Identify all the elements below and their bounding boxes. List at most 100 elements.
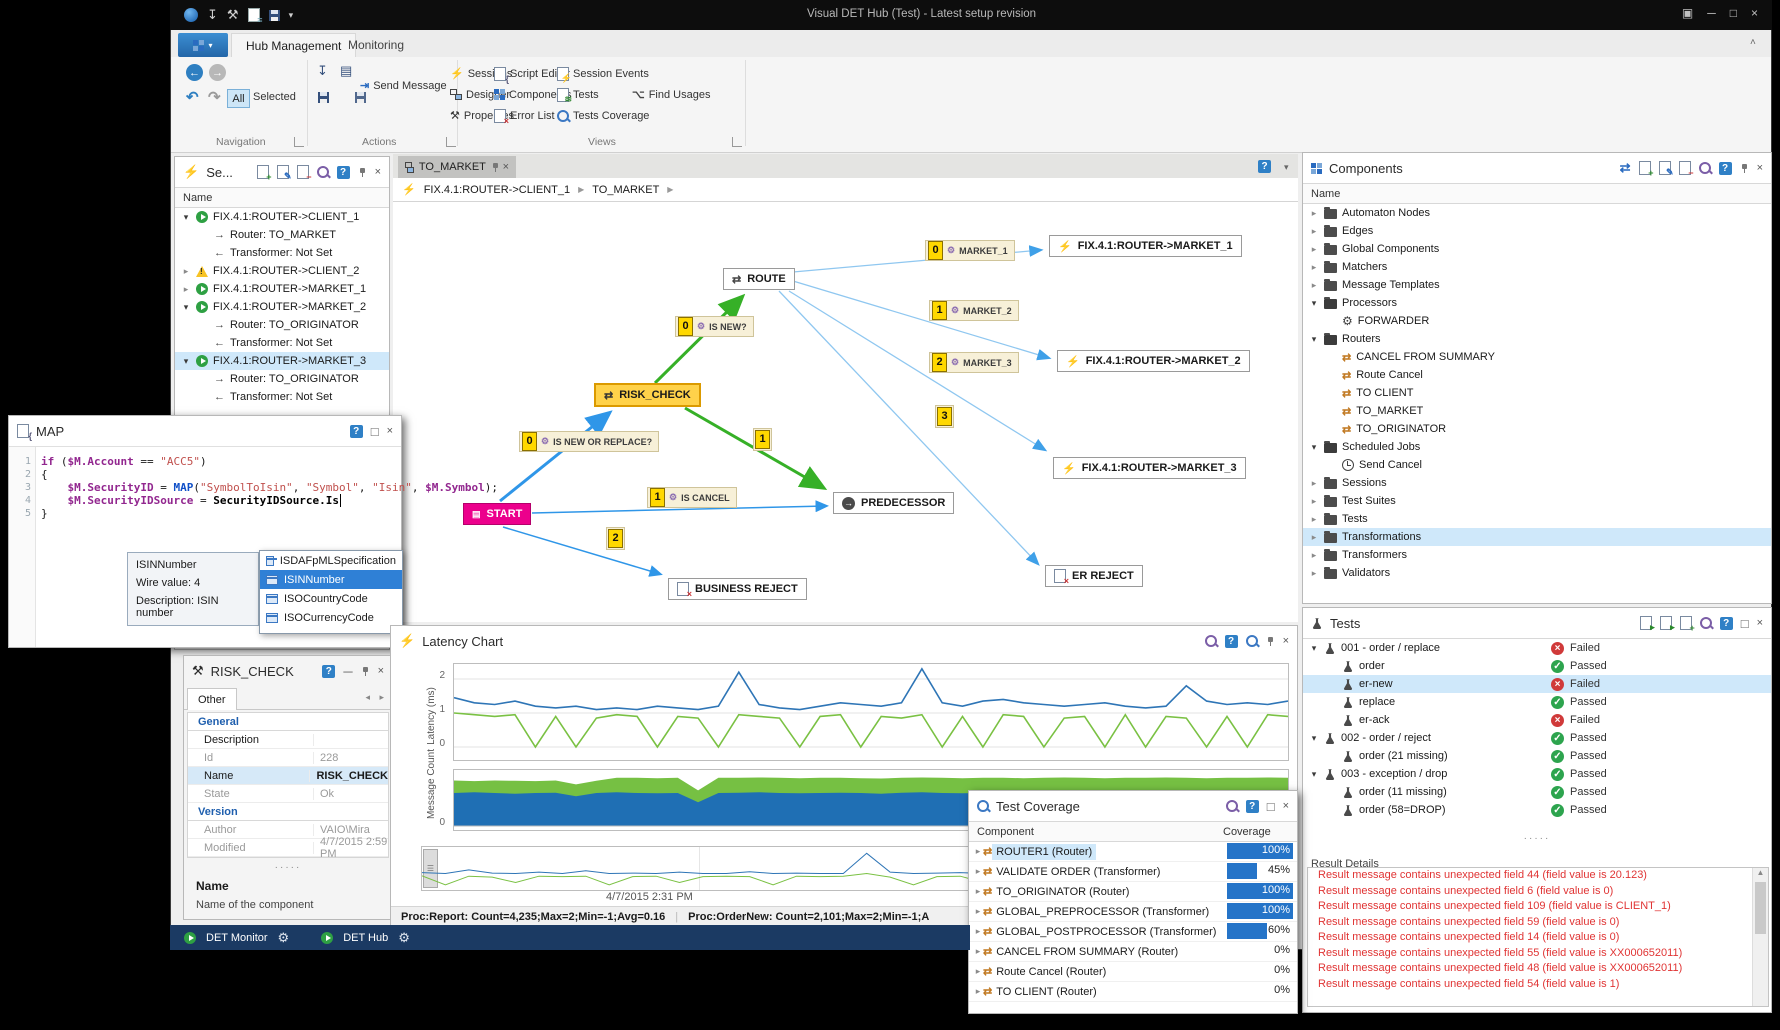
coverage-row[interactable]: ▸ ⇄ Route Cancel (Router) 0% (969, 962, 1297, 982)
expander-icon[interactable]: ▸ (1311, 261, 1317, 272)
view-script-editor[interactable]: {Script Editor (494, 66, 570, 84)
code-line[interactable]: 3 $M.SecurityID = MAP("SymbolToIsin", "S… (9, 481, 498, 494)
property-category[interactable]: Version (188, 803, 388, 821)
help-icon[interactable]: ? (1224, 634, 1238, 648)
close-icon[interactable]: × (374, 166, 381, 178)
designer-canvas[interactable]: 0 ⚙ IS NEW OR REPLACE? 0 ⚙ IS NEW? 1 ⚙ IS CANC… (393, 202, 1298, 622)
node-router-market2[interactable]: ⚡ FIX.4.1:ROUTER->MARKET_2 (1057, 350, 1250, 372)
component-tree-row[interactable]: ▸ Transformers (1303, 546, 1771, 564)
panel-toggle-icon[interactable]: ▣ (1681, 6, 1694, 20)
code-editor[interactable]: 1 if ($M.Account == "ACC5") 2{3 $M.Securit… (9, 446, 498, 647)
expander-icon[interactable]: ▾ (1311, 441, 1317, 452)
component-tree-row[interactable]: ⚙ FORWARDER (1303, 312, 1771, 330)
scroll-thumb[interactable] (1755, 882, 1766, 934)
coverage-row[interactable]: ▸ ⇄ GLOBAL_PREPROCESSOR (Transformer) 100% (969, 902, 1297, 922)
range-slider-handle[interactable]: ☰ (423, 849, 438, 888)
property-row[interactable]: Name RISK_CHECK (188, 767, 388, 785)
app-logo-icon[interactable] (184, 8, 198, 22)
view-tests[interactable]: ≋ Tests (557, 87, 599, 104)
minimize-icon[interactable]: ─ (1707, 6, 1716, 20)
result-message[interactable]: Result message contains unexpected field… (1318, 931, 1620, 943)
qat-dropdown-icon[interactable]: ▾ (288, 9, 294, 20)
tab-monitoring[interactable]: Monitoring (348, 38, 405, 52)
component-tree-row[interactable]: ▸ Matchers (1303, 258, 1771, 276)
nav-dialog-launcher[interactable] (294, 137, 304, 147)
view-session-events[interactable]: ⚡ Session Events (557, 66, 649, 83)
components-column-header[interactable]: Name (1303, 183, 1771, 204)
test-tree-row[interactable]: er-ack × Failed (1303, 711, 1771, 729)
edge-label-is-new[interactable]: 0 ⚙ IS NEW? (675, 316, 754, 337)
result-message[interactable]: Result message contains unexpected field… (1318, 915, 1620, 928)
property-value[interactable]: 4/7/2015 2:59 PM (320, 835, 388, 860)
edge-label-market2[interactable]: 1 ⚙ MARKET_2 (929, 300, 1019, 321)
expander-icon[interactable]: ▾ (183, 211, 189, 222)
breadcrumb-session[interactable]: FIX.4.1:ROUTER->CLIENT_1 (423, 183, 571, 196)
scrollbar[interactable]: ▲ (1752, 868, 1768, 1006)
tab-to-market[interactable]: TO_MARKET × (398, 156, 516, 178)
expander-icon[interactable]: ▸ (1311, 549, 1317, 560)
property-value[interactable]: 228 (320, 751, 339, 764)
property-row[interactable]: State Ok (188, 785, 388, 803)
add-session-icon[interactable]: + (256, 165, 272, 182)
help-icon[interactable]: ? (322, 664, 336, 678)
help-icon[interactable]: ? (349, 424, 363, 438)
import-icon[interactable]: ↧ (207, 7, 218, 22)
expander-icon[interactable]: ▸ (1311, 279, 1317, 290)
session-tree-row[interactable]: ← Transformer: Not Set (175, 334, 389, 352)
import-setup-icon[interactable]: ↧ (317, 63, 328, 78)
maximize-icon[interactable]: □ (1740, 615, 1749, 631)
node-router-market1[interactable]: ⚡ FIX.4.1:ROUTER->MARKET_1 (1049, 235, 1242, 257)
expander-icon[interactable]: ▾ (1311, 768, 1317, 779)
test-tree-row[interactable]: ▾ 002 - order / reject ✓ Passed (1303, 729, 1771, 747)
component-tree-row[interactable]: ⇄ CANCEL FROM SUMMARY (1303, 348, 1771, 366)
remove-session-icon[interactable]: − (296, 165, 312, 182)
completion-item[interactable]: ISOCountryCode (260, 589, 402, 608)
result-message[interactable]: Result message contains unexpected field… (1318, 977, 1620, 990)
script-doc-icon[interactable]: ≡ (247, 8, 263, 25)
edit-session-icon[interactable]: ✎ (276, 165, 292, 181)
coverage-row[interactable]: ▸ ⇄ TO CLIENT (Router) 0% (969, 982, 1297, 1002)
result-message[interactable]: Result message contains unexpected field… (1318, 946, 1683, 959)
find-usages-icon[interactable] (1698, 162, 1711, 174)
views-dialog-launcher[interactable] (732, 137, 742, 147)
test-tree-row[interactable]: order (21 missing) ✓ Passed (1303, 747, 1771, 765)
expander-icon[interactable]: ▾ (183, 355, 189, 366)
property-category[interactable]: General (188, 713, 388, 731)
ribbon-collapse-icon[interactable]: ˄ (1750, 37, 1756, 48)
expander-icon[interactable]: ▸ (1311, 531, 1317, 542)
file-menu-button[interactable]: ▾ (178, 33, 228, 57)
edge-badge-1[interactable]: 1 (753, 428, 772, 451)
completion-item[interactable]: ISINNumber (260, 570, 402, 589)
edge-badge-3[interactable]: 3 (935, 405, 954, 428)
find-usages-icon[interactable] (1699, 617, 1712, 629)
node-business-reject[interactable]: × BUSINESS REJECT (668, 578, 807, 600)
node-route[interactable]: ⇄ ROUTE (723, 268, 795, 290)
coverage-row[interactable]: ▸ ⇄ GLOBAL_POSTPROCESSOR (Transformer) 60% (969, 922, 1297, 942)
sessions-column-header[interactable]: Name (175, 187, 389, 208)
test-tree-row[interactable]: ▾ 001 - order / replace × Failed (1303, 639, 1771, 657)
property-row[interactable]: Modified 4/7/2015 2:59 PM (188, 835, 388, 860)
tab-other[interactable]: Other (187, 688, 237, 710)
close-icon[interactable]: × (502, 161, 509, 173)
nav-back-button[interactable]: ← (186, 64, 203, 81)
pin-icon[interactable] (1266, 636, 1275, 646)
run-report-icon[interactable]: ▸ (1639, 616, 1655, 632)
component-tree-row[interactable]: ▸ Global Components (1303, 240, 1771, 258)
taskbar-det-monitor[interactable]: DET Monitor (206, 931, 268, 944)
session-tree-row[interactable]: ← Transformer: Not Set (175, 244, 389, 262)
session-tree-row[interactable]: ▸ FIX.4.1:ROUTER->MARKET_1 (175, 280, 389, 298)
scroll-up-icon[interactable]: ▲ (1756, 868, 1765, 877)
pin-icon[interactable] (361, 666, 370, 676)
help-icon[interactable]: ? (1258, 160, 1271, 173)
help-icon[interactable]: ? (1718, 161, 1732, 175)
component-tree-row[interactable]: ▸ Tests (1303, 510, 1771, 528)
property-row[interactable]: Id 228 (188, 749, 388, 767)
expander-icon[interactable]: ▸ (975, 906, 981, 916)
wrench-icon[interactable]: ⚒ (226, 7, 239, 22)
save-as-icon[interactable] (355, 92, 367, 103)
view-find-usages[interactable]: ⌥ Find Usages (632, 88, 711, 102)
session-tree-row[interactable]: → Router: TO_ORIGINATOR (175, 370, 389, 388)
redo-button[interactable]: ↷ (208, 89, 221, 106)
property-value[interactable]: RISK_CHECK (316, 769, 388, 782)
close-icon[interactable]: × (1282, 800, 1289, 812)
